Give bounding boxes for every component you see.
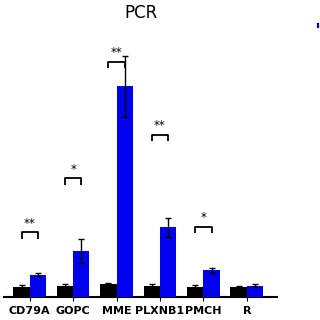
Text: **: **: [154, 119, 166, 132]
Bar: [13, 287, 30, 297]
Bar: [116, 86, 133, 297]
Bar: [247, 286, 263, 297]
Bar: [230, 287, 247, 297]
Bar: [57, 286, 73, 297]
Text: *: *: [70, 163, 76, 176]
Bar: [30, 275, 46, 297]
Bar: [73, 251, 90, 297]
Bar: [187, 287, 204, 297]
Title: PCR: PCR: [124, 4, 157, 22]
Bar: [204, 270, 220, 297]
Text: *: *: [200, 212, 206, 224]
Bar: [160, 228, 176, 297]
Bar: [100, 284, 116, 297]
Text: **: **: [24, 217, 36, 230]
Text: **: **: [111, 46, 123, 60]
Legend: , : ,: [317, 23, 319, 27]
Bar: [144, 286, 160, 297]
